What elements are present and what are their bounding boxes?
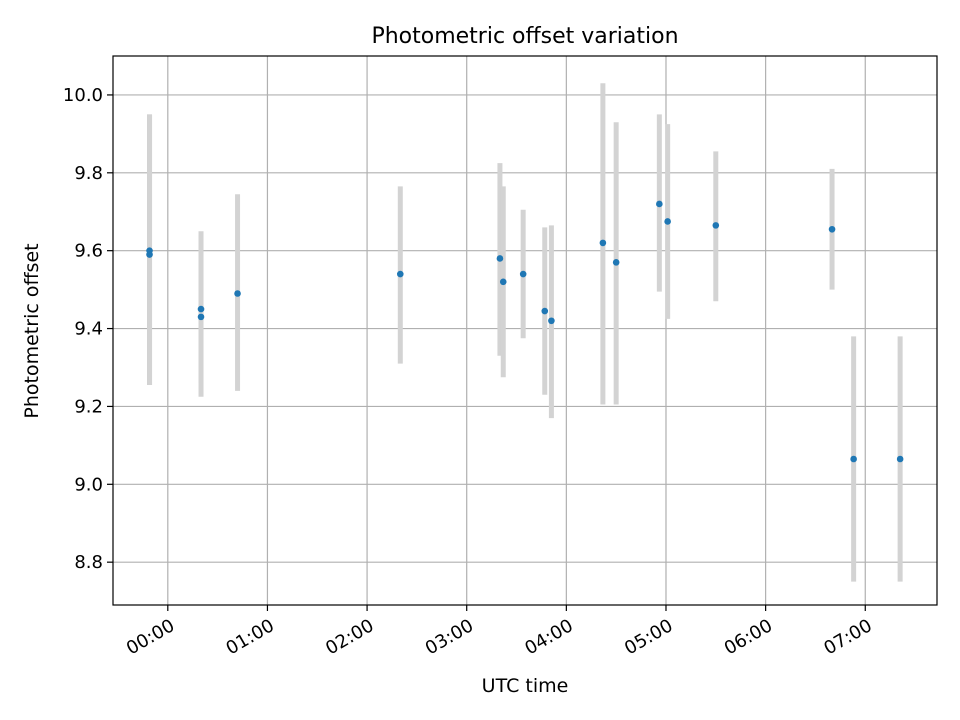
y-tick-label: 9.8 bbox=[74, 163, 103, 184]
plot-frame bbox=[112, 55, 938, 606]
y-tick-label: 10.0 bbox=[63, 85, 103, 106]
x-tick-label: 02:00 bbox=[322, 615, 377, 659]
data-point bbox=[519, 270, 527, 278]
y-tick-label: 9.4 bbox=[74, 319, 103, 340]
data-point bbox=[828, 225, 836, 233]
y-tick-label: 8.8 bbox=[74, 552, 103, 573]
data-point bbox=[599, 239, 607, 247]
data-point bbox=[146, 251, 153, 258]
x-tick-label: 03:00 bbox=[422, 615, 477, 659]
data-point bbox=[664, 218, 671, 225]
y-axis-ticks: 8.8 9.0 9.2 9.4 9.6 9.8 10.0 bbox=[63, 85, 113, 573]
data-point bbox=[396, 270, 404, 278]
data-point bbox=[197, 313, 205, 321]
data-point bbox=[850, 455, 857, 463]
chart-title: Photometric offset variation bbox=[371, 24, 678, 49]
y-tick-label: 9.0 bbox=[74, 474, 103, 495]
y-tick-label: 9.2 bbox=[74, 396, 103, 417]
data-point bbox=[541, 307, 549, 315]
data-point bbox=[548, 317, 555, 325]
data-point bbox=[612, 259, 620, 266]
data-point bbox=[896, 455, 904, 463]
x-axis-label: UTC time bbox=[482, 675, 569, 697]
x-axis-ticks: 00:00 01:00 02:00 03:00 04:00 05:00 06:00 07:00 bbox=[123, 605, 876, 659]
error-bars bbox=[147, 83, 903, 582]
data-point bbox=[234, 290, 241, 297]
x-tick-label: 00:00 bbox=[123, 615, 178, 659]
x-tick-label: 07:00 bbox=[820, 615, 875, 659]
data-point bbox=[197, 305, 205, 313]
x-tick-label: 05:00 bbox=[621, 615, 676, 659]
x-tick-label: 04:00 bbox=[521, 615, 576, 659]
y-axis-label: Photometric offset bbox=[21, 243, 43, 418]
data-point bbox=[499, 278, 507, 286]
data-point bbox=[496, 255, 504, 262]
data-point bbox=[656, 200, 663, 208]
x-tick-label: 01:00 bbox=[223, 615, 278, 659]
data-point bbox=[712, 222, 720, 229]
y-tick-label: 9.6 bbox=[74, 241, 103, 262]
data-points bbox=[146, 200, 904, 463]
x-tick-label: 06:00 bbox=[721, 615, 776, 659]
